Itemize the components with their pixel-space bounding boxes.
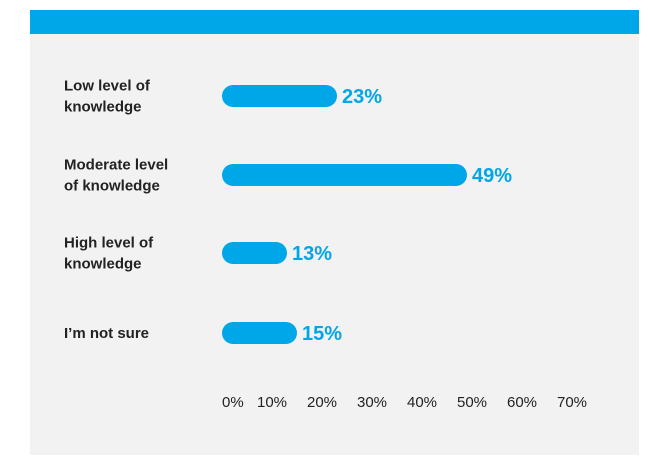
chart-card: Low level of knowledge Moderate level of kn… [30, 10, 639, 455]
x-tick-label: 60% [507, 394, 537, 411]
x-tick-label: 70% [557, 394, 587, 411]
x-tick-label: 10% [257, 394, 287, 411]
category-label-line: of knowledge [64, 178, 160, 195]
bar [222, 164, 467, 186]
category-label: I’m not sure [64, 325, 149, 342]
category-label-line: I’m not sure [64, 325, 149, 342]
category-labels: Low level of knowledge Moderate level of kn… [64, 78, 168, 343]
category-label-line: knowledge [64, 99, 142, 116]
category-label: Low level of knowledge [64, 78, 151, 116]
x-tick-label: 20% [307, 394, 337, 411]
x-tick-label: 0% [222, 394, 244, 411]
x-axis-ticks: 0% 10% 20% 30% 40% 50% 60% 70% [222, 394, 587, 411]
value-label: 13% [292, 243, 332, 265]
x-tick-label: 50% [457, 394, 487, 411]
category-label-line: High level of [64, 235, 154, 252]
category-label: Moderate level of knowledge [64, 157, 168, 195]
value-labels: 23% 49% 13% 15% [292, 86, 512, 345]
value-label: 15% [302, 323, 342, 345]
category-label: High level of knowledge [64, 235, 154, 273]
header-band [30, 10, 639, 34]
category-label-line: Low level of [64, 78, 151, 95]
category-label-line: Moderate level [64, 157, 168, 174]
bars [222, 85, 467, 344]
bar [222, 242, 287, 264]
x-tick-label: 40% [407, 394, 437, 411]
bar [222, 85, 337, 107]
value-label: 49% [472, 165, 512, 187]
bar [222, 322, 297, 344]
value-label: 23% [342, 86, 382, 108]
x-tick-label: 30% [357, 394, 387, 411]
bar-chart: Low level of knowledge Moderate level of kn… [64, 78, 587, 412]
category-label-line: knowledge [64, 256, 142, 273]
